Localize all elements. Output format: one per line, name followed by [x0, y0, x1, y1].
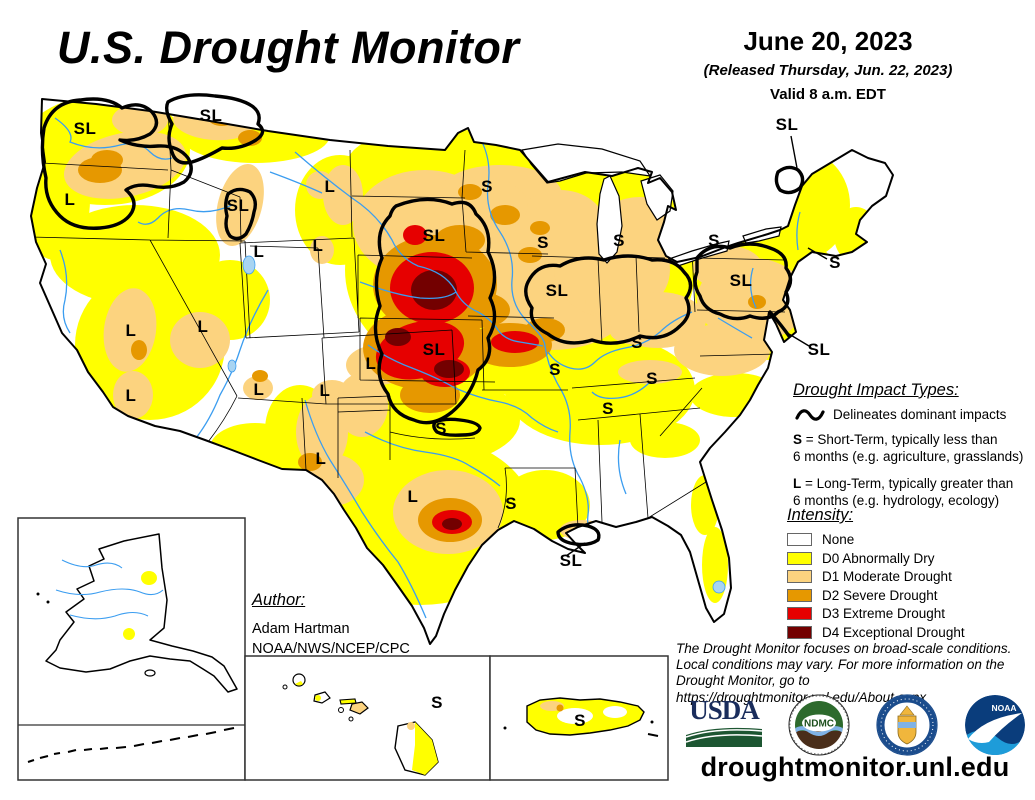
impact-types-legend: Drought Impact Types: Delineates dominan… — [793, 381, 1035, 510]
disclaimer: The Drought Monitor focuses on broad-sca… — [676, 641, 1012, 705]
delineates-label: Delineates dominant impacts — [833, 407, 1007, 422]
noaa-logo: NOAA — [965, 695, 1025, 755]
small-lakes — [227, 255, 726, 594]
short-term-definition: S = Short-Term, typically less than 6 mo… — [793, 432, 1024, 464]
intensity-label: D4 Exceptional Drought — [822, 624, 965, 640]
intensity-item: D1 Moderate Drought — [787, 569, 965, 584]
agency-logos: USDA NDMC — [685, 694, 1026, 756]
intensity-item: D3 Extreme Drought — [787, 606, 965, 621]
delineation-squiggle-icon — [795, 409, 825, 421]
author-name: Adam Hartman — [252, 621, 350, 638]
aleutian-islands — [27, 727, 235, 763]
alaska-rivers — [55, 559, 164, 620]
state-borders — [31, 107, 786, 529]
intensity-item: None — [787, 532, 965, 547]
impact-delineation-outlines — [40, 93, 805, 547]
intensity-swatch — [787, 607, 812, 620]
intensity-swatch — [787, 551, 812, 565]
ndmc-logo: NDMC — [788, 694, 850, 756]
intensity-item: D0 Abnormally Dry — [787, 551, 965, 566]
map-date-block: June 20, 2023 (Released Thursday, Jun. 2… — [688, 26, 968, 103]
intensity-swatch — [787, 533, 812, 546]
svg-text:NOAA: NOAA — [991, 703, 1016, 713]
intensity-swatch — [787, 625, 812, 639]
intensity-legend: Intensity: None D0 Abnormally Dry D1 Moder… — [787, 506, 965, 643]
conus-outline — [30, 98, 894, 645]
puerto-rico-inset — [489, 655, 669, 781]
intensity-rows: None D0 Abnormally Dry D1 Moderate Drought… — [787, 532, 965, 640]
release-date: (Released Thursday, Jun. 22, 2023) — [703, 62, 953, 79]
intensity-label: D2 Severe Drought — [822, 587, 938, 603]
intensity-label: D3 Extreme Drought — [822, 606, 946, 621]
hawaii-inset — [244, 655, 491, 781]
intensity-heading: Intensity: — [787, 506, 854, 524]
valid-time: Valid 8 a.m. EDT — [770, 86, 886, 103]
dept-of-commerce-logo — [876, 694, 938, 756]
author-block: Author: Adam Hartman NOAA/NWS/NCEP/CPC — [252, 589, 410, 660]
svg-text:NDMC: NDMC — [804, 719, 834, 730]
usda-field-graphic — [685, 727, 763, 747]
map-date: June 20, 2023 — [743, 26, 913, 56]
intensity-swatch — [787, 588, 812, 602]
alaska-inset — [17, 517, 246, 781]
drought-monitor-url: droughtmonitor.unl.edu — [700, 752, 1010, 782]
usda-logo: USDA — [685, 697, 763, 751]
alaska-outline — [45, 533, 238, 693]
page-title: U.S. Drought Monitor — [57, 22, 520, 73]
author-heading: Author: — [252, 591, 306, 609]
intensity-item: D4 Exceptional Drought — [787, 625, 965, 640]
intensity-label: D1 Moderate Drought — [822, 569, 952, 584]
intensity-label: D0 Abnormally Dry — [822, 550, 935, 566]
impact-legend-heading: Drought Impact Types: — [793, 381, 959, 399]
intensity-item: D2 Severe Drought — [787, 588, 965, 603]
intensity-label: None — [822, 532, 855, 547]
rivers — [54, 117, 801, 619]
long-term-definition: L = Long-Term, typically greater than 6 … — [793, 475, 1014, 508]
intensity-swatch — [787, 570, 812, 583]
author-org: NOAA/NWS/NCEP/CPC — [252, 641, 410, 658]
